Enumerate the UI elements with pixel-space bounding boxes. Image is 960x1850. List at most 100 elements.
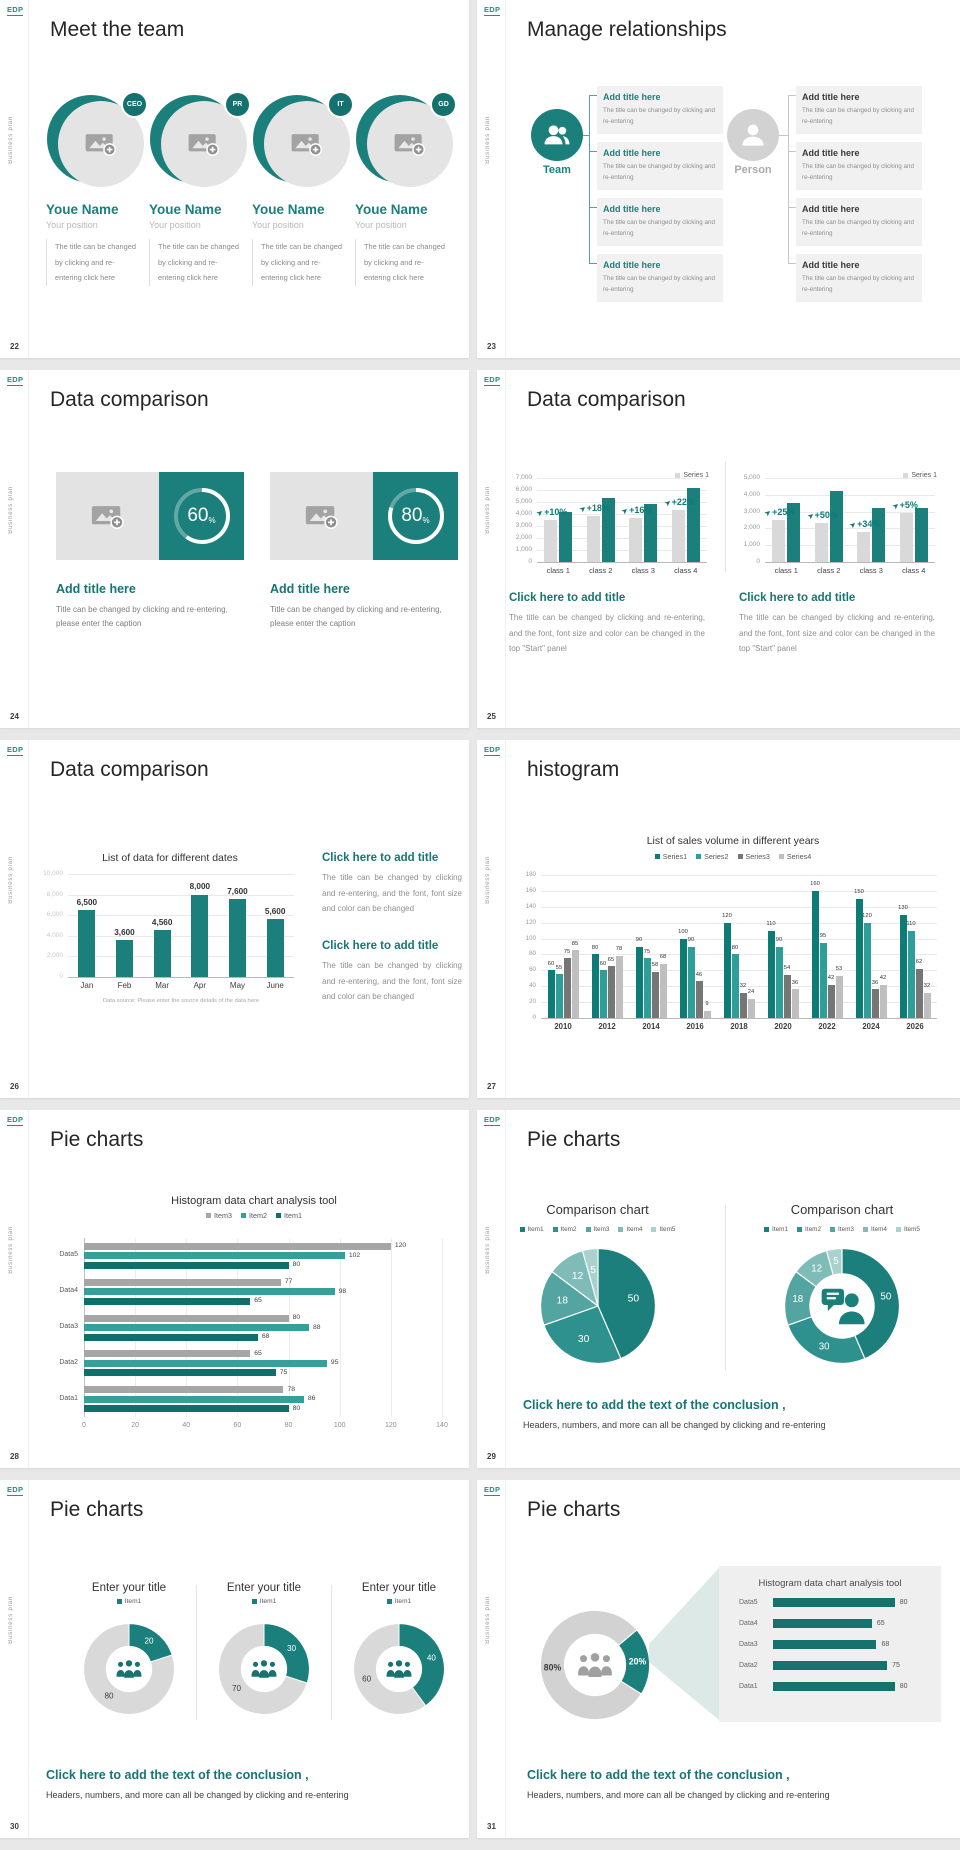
relationship-item: Add title here The title can be changed b… <box>597 142 723 190</box>
team-icon-circle <box>531 109 583 161</box>
slide-29-pie-charts[interactable]: EDP Business plan 29 Pie charts Comparis… <box>477 1110 960 1468</box>
item-description: The title can be changed by clicking and… <box>603 163 716 182</box>
item-description: The title can be changed by clicking and… <box>603 107 716 126</box>
edp-logo: EDP <box>484 1485 501 1496</box>
sidebar-vertical-label: Business plan <box>8 1596 14 1644</box>
image-placeholder-icon <box>394 129 426 159</box>
svg-text:40: 40 <box>427 1654 437 1663</box>
slide-number: 22 <box>10 342 19 351</box>
slide-27-histogram[interactable]: EDP Business plan 27 histogram List of s… <box>477 740 960 1098</box>
slide-26-data-comparison[interactable]: EDP Business plan 26 Data comparison Lis… <box>0 740 469 1098</box>
connector-line <box>788 151 796 152</box>
image-placeholder-icon <box>91 501 125 532</box>
card-title: Add title here <box>56 582 136 596</box>
sidebar-vertical-label: Business plan <box>485 1596 491 1644</box>
edp-logo: EDP <box>484 1115 501 1126</box>
avatar: PR <box>149 91 251 190</box>
progress-value: 80% <box>401 505 430 526</box>
role-badge: PR <box>224 91 251 118</box>
slide-30-pie-charts[interactable]: EDP Business plan 30 Pie charts Enter yo… <box>0 1480 469 1838</box>
slide-28-pie-charts[interactable]: EDP Business plan 28 Pie charts Histogra… <box>0 1110 469 1468</box>
svg-text:80: 80 <box>104 1692 114 1701</box>
sidebar-vertical-label: Business plan <box>485 116 491 164</box>
connector-line <box>583 135 590 136</box>
comparison-donut-chart: Item1Item2Item3Item4Item5503018125 <box>739 1226 945 1386</box>
slide-title: Pie charts <box>50 1128 144 1151</box>
svg-text:12: 12 <box>811 1264 822 1275</box>
progress-panel: 80% <box>373 472 458 560</box>
item-title: Add title here <box>603 92 661 102</box>
sidebar-vertical-label: Business plan <box>485 1226 491 1274</box>
member-name: Youe Name <box>46 202 119 217</box>
team-member-card: GD Youe Name Your position The title can… <box>355 91 457 286</box>
image-placeholder-icon <box>305 501 339 532</box>
caption-body: The title can be changed by clicking and… <box>509 613 705 654</box>
slide-31-pie-charts[interactable]: EDP Business plan 31 Pie charts 20% 80% H… <box>477 1480 960 1838</box>
svg-text:30: 30 <box>819 1342 830 1353</box>
sidebar-divider <box>28 0 29 358</box>
connector-line <box>589 263 597 264</box>
connector-line <box>788 95 796 96</box>
item-title: Add title here <box>603 148 661 158</box>
team-label: Team <box>543 164 571 176</box>
sidebar-divider <box>505 1110 506 1468</box>
sidebar-divider <box>505 370 506 728</box>
card-description: Title can be changed by clicking and re-… <box>270 605 442 629</box>
member-name: Youe Name <box>252 202 325 217</box>
slide-22-meet-the-team[interactable]: EDP Business plan 22 Meet the team CEO Y… <box>0 0 469 358</box>
conclusion-title: Click here to add the text of the conclu… <box>527 1768 790 1782</box>
svg-text:18: 18 <box>792 1294 803 1305</box>
sidebar-divider <box>28 1110 29 1468</box>
svg-text:12: 12 <box>571 1271 583 1282</box>
connector-line <box>788 95 789 264</box>
edp-logo: EDP <box>484 5 501 16</box>
image-placeholder-icon <box>188 129 220 159</box>
monthly-column-chart: List of data for different dates 0 2,000 4,… <box>34 852 306 1004</box>
svg-text:18: 18 <box>556 1295 568 1306</box>
connector-line <box>589 151 597 152</box>
edp-logo: EDP <box>7 745 24 756</box>
donut-chart-20: Item12080 <box>62 1598 196 1728</box>
progress-value: 60% <box>187 505 216 526</box>
donut-panel-title: Enter your title <box>91 1582 167 1594</box>
sidebar-vertical-label: Business plan <box>485 486 491 534</box>
item-description: The title can be changed by clicking and… <box>603 219 716 238</box>
slide-number: 30 <box>10 1822 19 1831</box>
slide-number: 27 <box>487 1082 496 1091</box>
slide-title: Data comparison <box>527 388 686 411</box>
sidebar-vertical-label: Business plan <box>8 116 14 164</box>
item-title: Add title here <box>802 204 860 214</box>
edp-logo: EDP <box>484 375 501 386</box>
person-icon <box>738 120 768 150</box>
relationship-item: Add title here The title can be changed b… <box>796 86 922 134</box>
connector-line <box>779 135 788 136</box>
item-description: The title can be changed by clicking and… <box>603 275 716 294</box>
role-badge: IT <box>327 91 354 118</box>
svg-text:20%: 20% <box>629 1656 647 1666</box>
svg-text:50: 50 <box>880 1291 891 1302</box>
sidebar-vertical-label: Business plan <box>8 856 14 904</box>
panel-divider <box>196 1585 197 1720</box>
member-name: Youe Name <box>149 202 222 217</box>
member-description: The title can be changed by clicking and… <box>355 239 447 286</box>
relationship-item: Add title here The title can be changed b… <box>796 142 922 190</box>
slide-23-manage-relationships[interactable]: EDP Business plan 23 Manage relationship… <box>477 0 960 358</box>
panel-divider <box>331 1585 332 1720</box>
relationship-item: Add title here The title can be changed b… <box>796 254 922 302</box>
item-title: Add title here <box>603 260 661 270</box>
sidebar-vertical-label: Business plan <box>8 1226 14 1274</box>
slide-title: Data comparison <box>50 388 209 411</box>
connector-line <box>589 95 597 96</box>
slide-title: Pie charts <box>527 1128 621 1151</box>
slide-25-data-comparison[interactable]: EDP Business plan 25 Data comparison Ser… <box>477 370 960 728</box>
connector-line <box>788 263 796 264</box>
team-member-card: IT Youe Name Your position The title can… <box>252 91 354 286</box>
slide-number: 29 <box>487 1452 496 1461</box>
connector-line <box>589 95 590 264</box>
sidebar-divider <box>28 740 29 1098</box>
slide-number: 31 <box>487 1822 496 1831</box>
sidebar-divider <box>505 0 506 358</box>
item-description: The title can be changed by clicking and… <box>802 163 915 182</box>
slide-title: Data comparison <box>50 758 209 781</box>
slide-24-data-comparison[interactable]: EDP Business plan 24 Data comparison 60%… <box>0 370 469 728</box>
